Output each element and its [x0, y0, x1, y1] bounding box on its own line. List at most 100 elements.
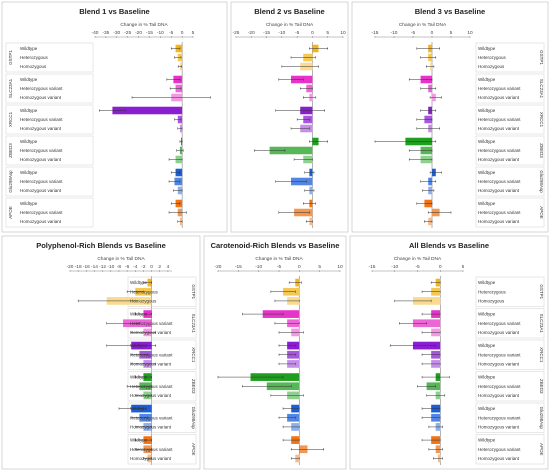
genotype-label: Homozygous variant — [478, 95, 520, 100]
genotype-label: Heterozygous variant — [478, 148, 521, 153]
gene-group-box — [5, 197, 94, 228]
gene-group-box — [475, 42, 545, 73]
x-tick-label: -20 — [215, 264, 222, 270]
panel-frame — [1, 1, 228, 233]
genotype-label: Wildtype — [478, 108, 496, 113]
genotype-label: Heterozygous variant — [478, 352, 521, 357]
panel-title: Blend 2 vs Baseline — [254, 7, 324, 16]
gene-name: SLC23A1 — [539, 79, 544, 99]
x-tick-label: -4 — [133, 264, 138, 270]
genotype-label: Wildtype — [20, 108, 38, 113]
genotype-label: Homozygous variant — [478, 330, 520, 335]
genotype-label: Wildtype — [20, 77, 38, 82]
gene-name: GSTP1 — [539, 50, 544, 65]
genotype-label: Wildtype — [20, 170, 38, 175]
x-tick-label: -15 — [146, 30, 153, 36]
x-tick-label: 0 — [150, 264, 153, 270]
x-axis-label: Change in % Tail DNA — [394, 256, 442, 262]
x-tick-label: 0 — [431, 30, 434, 36]
gene-group-box — [475, 135, 545, 166]
bar — [112, 106, 183, 115]
genotype-label: Heterozygous — [478, 289, 507, 294]
gene-group-box — [475, 276, 545, 307]
x-tick-label: -10 — [157, 30, 164, 36]
gene-name: Glu298Asp — [539, 407, 544, 430]
gene-group-box — [5, 166, 94, 197]
gene-name: XRCC1 — [539, 112, 544, 128]
gene-group-box — [475, 166, 545, 197]
gene-name: SLC23A1 — [8, 78, 13, 98]
genotype-label: Heterozygous variant — [130, 384, 173, 389]
genotype-label: Heterozygous variant — [478, 86, 521, 91]
genotype-label: Wildtype — [478, 77, 496, 82]
chart-panel: Carotenoid-Rich Blends vs Baseline Change… — [203, 235, 347, 470]
x-axis-label: Change in % Tail DNA — [97, 256, 145, 262]
genotype-label: Homozygous variant — [478, 188, 520, 193]
genotype-label: Heterozygous variant — [20, 86, 63, 91]
x-axis-label: Change in % Tail DNA — [255, 256, 303, 262]
x-tick-label: -5 — [169, 30, 174, 36]
x-tick-label: 0 — [298, 264, 301, 270]
genotype-label: Homozygous variant — [20, 95, 62, 100]
panel-frame — [1, 235, 201, 470]
genotype-label: Homozygous variant — [130, 362, 172, 367]
gene-name: SLC23A1 — [539, 314, 544, 334]
genotype-label: Wildtype — [130, 312, 148, 317]
genotype-label: Wildtype — [478, 170, 496, 175]
genotype-label: Wildtype — [130, 280, 148, 285]
genotype-label: Wildtype — [478, 46, 496, 51]
gene-group-box — [5, 135, 94, 166]
chart-panel: Polyphenol-Rich Blends vs Baseline Change… — [1, 235, 201, 470]
x-tick-label: -20 — [135, 30, 142, 36]
x-tick-label: -35 — [102, 30, 109, 36]
genotype-label: Homozygous variant — [478, 425, 520, 430]
genotype-label: Wildtype — [478, 375, 496, 380]
gene-name: APOE — [539, 443, 544, 456]
genotype-label: Wildtype — [130, 406, 148, 411]
x-tick-label: -18 — [75, 264, 82, 270]
x-tick-label: -10 — [391, 264, 398, 270]
gene-name: ZBED3 — [539, 379, 544, 394]
genotype-label: Wildtype — [478, 438, 496, 443]
chart-panel: Blend 2 vs Baseline Change in % Tail DNA -… — [230, 1, 349, 233]
gene-name: Glu298Asp — [8, 170, 13, 193]
genotype-label: Homozygous variant — [20, 219, 62, 224]
gene-group-box — [475, 371, 545, 402]
gene-name: XRCC1 — [8, 111, 13, 127]
x-tick-label: 5 — [450, 30, 453, 36]
genotype-label: Homozygous variant — [130, 330, 172, 335]
genotype-label: Homozygous variant — [130, 393, 172, 398]
x-tick-label: 0 — [311, 30, 314, 36]
x-tick-label: -25 — [124, 30, 131, 36]
gene-name: ZBED3 — [539, 143, 544, 158]
gene-name: Glu298Asp — [539, 170, 544, 193]
genotype-label: Heterozygous variant — [130, 321, 173, 326]
genotype-label: Homozygous — [478, 64, 505, 69]
x-tick-label: -20 — [248, 30, 255, 36]
gene-name: SLC23A1 — [191, 314, 196, 334]
x-tick-label: -5 — [277, 264, 282, 270]
gene-group-box — [5, 42, 94, 73]
genotype-label: Wildtype — [130, 343, 148, 348]
gene-group-box — [127, 339, 197, 370]
panel-title: Polyphenol-Rich Blends vs Baseline — [36, 241, 166, 250]
genotype-label: Heterozygous variant — [20, 210, 63, 215]
gene-name: ZBED3 — [8, 143, 13, 158]
x-tick-label: -10 — [278, 30, 285, 36]
gene-name: GSTP1 — [539, 284, 544, 299]
gene-group-box — [475, 308, 545, 339]
x-axis-label: Change in % Tail DNA — [120, 22, 168, 28]
x-tick-label: -15 — [263, 30, 270, 36]
panel-frame — [349, 235, 549, 470]
x-tick-label: -8 — [117, 264, 122, 270]
gene-group-box — [475, 434, 545, 465]
panel-title: All Blends vs Baseline — [409, 241, 489, 250]
genotype-label: Wildtype — [20, 139, 38, 144]
x-tick-label: 10 — [340, 30, 346, 36]
genotype-label: Homozygous variant — [20, 157, 62, 162]
genotype-label: Heterozygous variant — [130, 352, 173, 357]
x-tick-label: -2 — [141, 264, 146, 270]
gene-group-box — [475, 104, 545, 135]
genotype-label: Heterozygous variant — [478, 117, 521, 122]
